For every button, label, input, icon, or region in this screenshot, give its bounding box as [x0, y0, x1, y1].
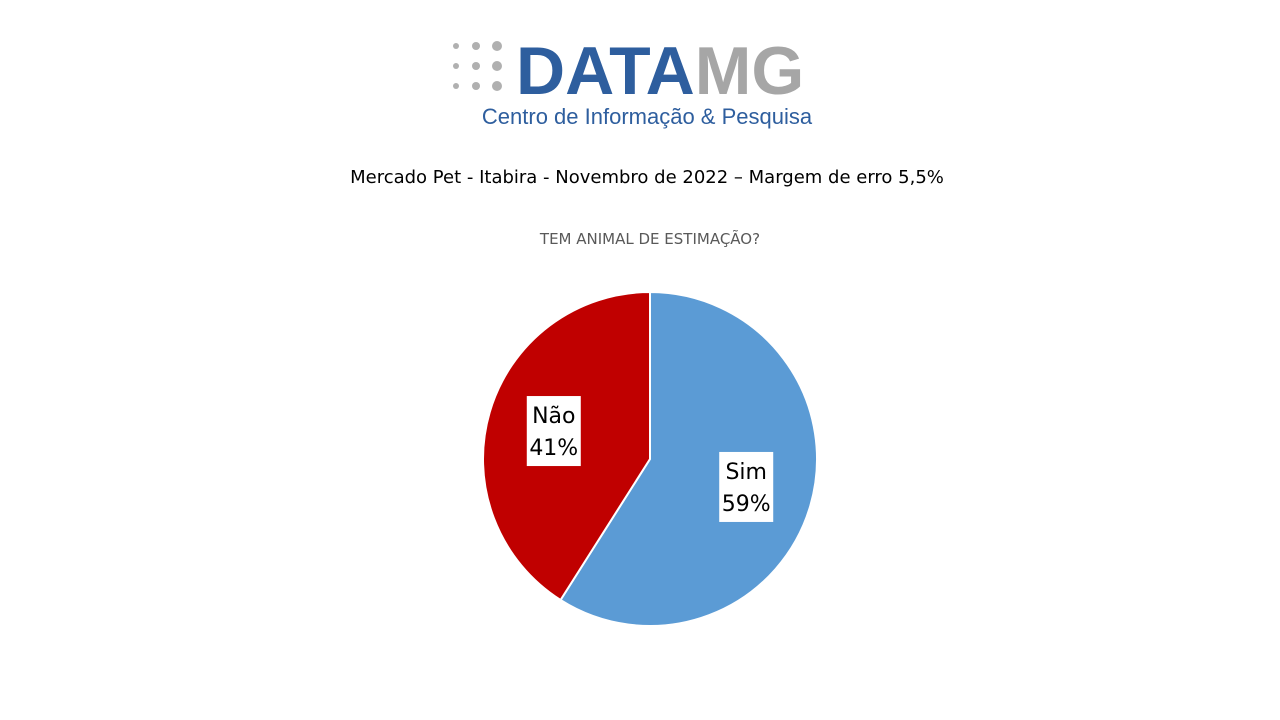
logo-dots: [453, 41, 502, 91]
data-label-category: Sim: [725, 460, 767, 485]
data-label-value: 41%: [529, 436, 578, 461]
logo-brand-b: MG: [695, 33, 805, 109]
logo-text: DATAMG: [516, 33, 804, 109]
logo-tagline: Centro de Informação & Pesquisa: [482, 104, 813, 129]
logo-brand-a: DATA: [516, 33, 695, 109]
data-label-box: [526, 396, 581, 467]
pie: Sim 59% Não 41%: [482, 290, 818, 627]
data-label-box: [719, 451, 774, 522]
data-label-category: Não: [532, 404, 575, 429]
chart-title: TEM ANIMAL DE ESTIMAÇÃO?: [539, 229, 760, 248]
pie-slice: [559, 290, 818, 627]
subtitle: Mercado Pet - Itabira - Novembro de 2022…: [350, 167, 944, 188]
data-label-value: 59%: [722, 492, 771, 517]
